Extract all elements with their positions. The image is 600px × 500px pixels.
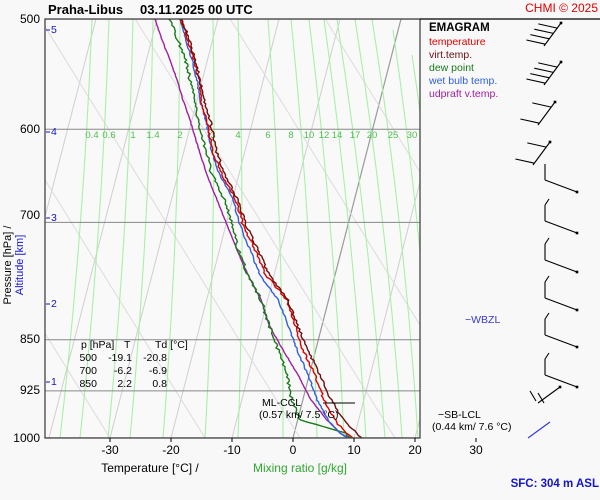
- svg-text:500: 500: [20, 12, 40, 26]
- svg-text:500: 500: [79, 352, 97, 364]
- svg-text:4: 4: [235, 130, 240, 141]
- svg-text:2.2: 2.2: [117, 378, 132, 390]
- svg-text:25: 25: [388, 130, 399, 141]
- svg-text:(0.57 km/ 7.5 °C): (0.57 km/ 7.5 °C): [259, 409, 338, 421]
- svg-text:4: 4: [51, 126, 57, 138]
- svg-text:Mixing ratio [g/kg]: Mixing ratio [g/kg]: [253, 461, 347, 475]
- svg-text:0.4: 0.4: [85, 130, 98, 141]
- svg-text:dew point: dew point: [429, 62, 474, 74]
- svg-text:Praha-Libus: Praha-Libus: [48, 2, 123, 17]
- svg-text:virt.temp.: virt.temp.: [429, 49, 472, 61]
- svg-text:03.11.2025 00 UTC: 03.11.2025 00 UTC: [140, 2, 253, 17]
- svg-text:700: 700: [79, 365, 97, 377]
- svg-text:20: 20: [367, 130, 378, 141]
- svg-text:2: 2: [51, 298, 57, 310]
- svg-text:ML-CCL: ML-CCL: [262, 397, 301, 409]
- svg-text:2: 2: [177, 130, 182, 141]
- svg-text:6: 6: [265, 130, 270, 141]
- svg-text:700: 700: [20, 208, 40, 222]
- svg-text:udpraft v.temp.: udpraft v.temp.: [429, 88, 498, 100]
- svg-text:1: 1: [130, 130, 135, 141]
- svg-text:wet bulb temp.: wet bulb temp.: [428, 75, 497, 87]
- svg-text:-20: -20: [162, 443, 180, 457]
- svg-text:1: 1: [51, 376, 57, 388]
- svg-text:10: 10: [347, 443, 361, 457]
- svg-text:CHMI © 2025: CHMI © 2025: [525, 1, 598, 15]
- svg-text:20: 20: [408, 443, 422, 457]
- svg-text:850: 850: [79, 378, 97, 390]
- svg-text:12: 12: [319, 130, 330, 141]
- svg-text:Temperature [°C] /: Temperature [°C] /: [101, 461, 199, 475]
- svg-text:17: 17: [350, 130, 361, 141]
- svg-text:10: 10: [304, 130, 315, 141]
- svg-text:T: T: [124, 339, 131, 351]
- svg-text:-10: -10: [223, 443, 241, 457]
- svg-text:−WBZL: −WBZL: [465, 314, 500, 326]
- svg-text:-6.9: -6.9: [149, 365, 167, 377]
- svg-text:-6.2: -6.2: [114, 365, 132, 377]
- svg-text:8: 8: [288, 130, 293, 141]
- svg-text:5: 5: [51, 24, 57, 36]
- svg-text:0: 0: [290, 443, 297, 457]
- svg-text:0.6: 0.6: [102, 130, 115, 141]
- svg-text:−SB-LCL: −SB-LCL: [438, 409, 481, 421]
- svg-text:600: 600: [20, 122, 40, 136]
- svg-text:SFC: 304 m ASL: SFC: 304 m ASL: [511, 478, 599, 490]
- svg-text:3: 3: [51, 212, 57, 224]
- svg-text:Altitude [km]: Altitude [km]: [14, 235, 26, 296]
- svg-text:-30: -30: [101, 443, 119, 457]
- svg-text:-19.1: -19.1: [108, 352, 132, 364]
- svg-text:14: 14: [332, 130, 343, 141]
- svg-text:1.4: 1.4: [146, 130, 159, 141]
- svg-text:p [hPa]: p [hPa]: [81, 339, 114, 351]
- svg-text:30: 30: [469, 443, 483, 457]
- svg-text:temperature: temperature: [429, 36, 486, 48]
- svg-text:Td [°C]: Td [°C]: [155, 339, 188, 351]
- svg-text:0.8: 0.8: [152, 378, 167, 390]
- svg-text:-20.8: -20.8: [143, 352, 167, 364]
- svg-text:1000: 1000: [13, 431, 40, 445]
- svg-text:850: 850: [20, 332, 40, 346]
- svg-text:Pressure [hPa] /: Pressure [hPa] /: [2, 225, 14, 305]
- svg-text:925: 925: [20, 383, 40, 397]
- svg-text:EMAGRAM: EMAGRAM: [429, 22, 490, 34]
- svg-text:(0.44 km/ 7.6 °C): (0.44 km/ 7.6 °C): [432, 421, 511, 433]
- svg-text:30: 30: [407, 130, 418, 141]
